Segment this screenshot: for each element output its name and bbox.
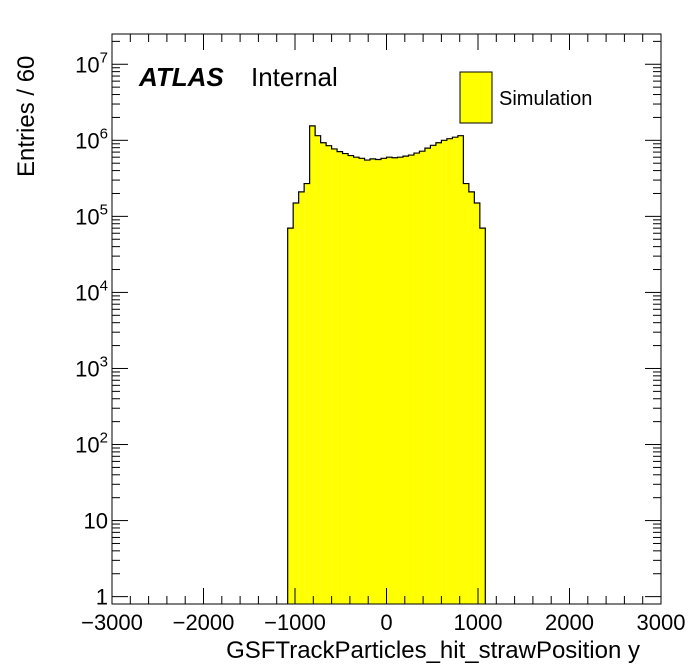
histogram-bar: [391, 157, 398, 604]
histogram-bar: [474, 202, 480, 604]
x-tick-label: −2000: [173, 610, 235, 635]
histogram-outline: [287, 125, 486, 604]
y-tick-label: 105: [75, 201, 108, 229]
y-tick-label: 104: [75, 277, 108, 305]
plot-frame: [111, 33, 662, 605]
histogram-bar: [408, 155, 414, 604]
histogram-bar: [370, 158, 376, 605]
histogram-bar: [419, 151, 425, 604]
histogram-bar: [326, 145, 332, 604]
histogram-bar: [353, 157, 360, 604]
histogram-bar: [381, 158, 387, 604]
y-tick-labels: 1 10 102 103 104 105 106 107: [75, 49, 108, 609]
histogram-bar: [287, 228, 294, 605]
x-tick-label: 0: [380, 610, 392, 635]
histogram-bar: [304, 183, 310, 604]
y-tick-label: 106: [75, 125, 108, 153]
histogram-bar: [452, 137, 458, 604]
x-tick-labels: −3000 −2000 −1000 0 1000 2000 3000: [81, 610, 685, 635]
histogram-bar: [441, 140, 447, 604]
histogram-bar: [435, 142, 442, 604]
histogram-bar: [359, 158, 365, 604]
histogram-bars: [287, 125, 486, 605]
histogram-bar: [424, 148, 431, 605]
y-axis-title: Entries / 60: [13, 56, 40, 177]
histogram-bar: [413, 153, 420, 605]
x-tick-label: 2000: [545, 610, 594, 635]
histogram-bar: [298, 191, 305, 605]
y-tick-label: 103: [75, 353, 108, 381]
histogram-bar: [457, 135, 464, 604]
y-tick-label: 10: [84, 509, 108, 534]
histogram-bar: [402, 156, 409, 604]
y-tick-label: 102: [75, 430, 108, 458]
histogram-bar: [468, 191, 475, 605]
y-tick-label: 1: [96, 585, 108, 610]
histogram-bar: [309, 125, 316, 604]
x-tick-label: 3000: [637, 610, 686, 635]
histogram-bar: [386, 157, 392, 604]
histogram-bar: [348, 155, 354, 605]
x-tick-label: −3000: [81, 610, 143, 635]
histogram-bar: [337, 151, 343, 604]
histogram-bar: [463, 183, 469, 604]
histogram-bar: [430, 145, 436, 605]
histogram-bar: [364, 160, 371, 604]
internal-label: Internal: [251, 62, 338, 92]
histogram-bar: [331, 148, 338, 604]
histogram-bar: [375, 159, 382, 605]
histogram-bar: [479, 228, 486, 605]
axis-ticks: [111, 34, 662, 604]
histogram-bar: [397, 157, 403, 604]
x-tick-label: 1000: [454, 610, 503, 635]
x-tick-label: −1000: [264, 610, 326, 635]
x-axis-title: GSFTrackParticles_hit_strawPosition y: [226, 637, 640, 664]
histogram-bar: [342, 153, 349, 605]
atlas-label: ATLAS: [138, 62, 224, 92]
histogram-bar: [293, 202, 299, 604]
histogram-bar: [446, 138, 453, 604]
histogram-bar: [320, 142, 327, 604]
histogram-bar: [315, 135, 321, 604]
legend: Simulation: [459, 71, 592, 124]
legend-swatch: [459, 71, 493, 124]
y-tick-label: 107: [75, 49, 108, 77]
legend-entry-simulation: Simulation: [499, 88, 592, 110]
